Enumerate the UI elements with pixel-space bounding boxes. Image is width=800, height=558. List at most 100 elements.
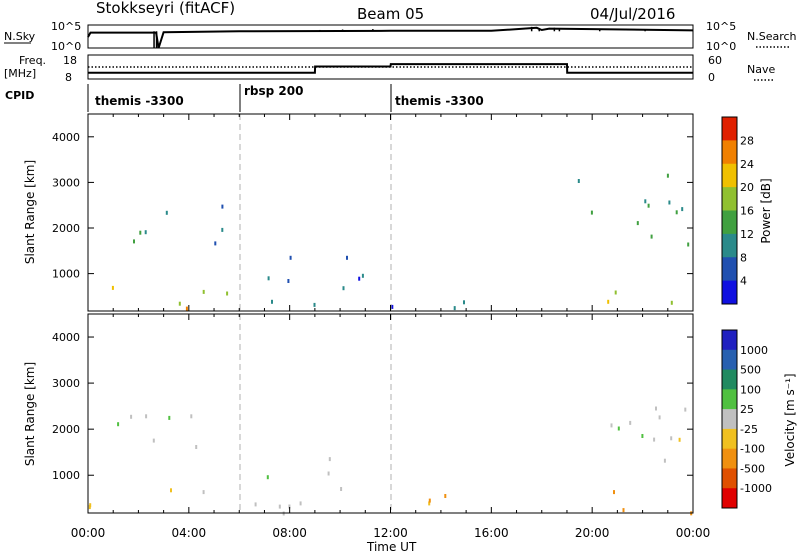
heatmap-cell (590, 210, 593, 215)
colorbar-swatch (722, 330, 737, 351)
heatmap-cell (463, 300, 465, 305)
velocity-colorbar-label: -25 (740, 423, 758, 436)
power-y-ticks: 1000 2000 3000 4000 (52, 131, 693, 281)
colorbar-swatch (722, 187, 737, 211)
heatmap-cell (647, 203, 650, 208)
velocity-colorbar-label: -1000 (740, 482, 772, 495)
heatmap-cell (226, 291, 229, 296)
heatmap-cell (288, 504, 291, 509)
heatmap-cell (117, 422, 120, 427)
heatmap-cell (666, 173, 669, 178)
heatmap-cell (111, 285, 114, 290)
power-y-axis-label: Slant Range [km] (23, 160, 37, 264)
heatmap-cell (629, 420, 632, 425)
heatmap-cell (88, 505, 91, 510)
x-tick-label: 00:00 (676, 526, 711, 540)
heatmap-cell (299, 501, 302, 506)
heatmap-cell (650, 234, 653, 239)
heatmap-cell (195, 445, 198, 449)
cpid-segment-1: themis -3300 (95, 94, 184, 108)
cpid-row: CPID themis -3300 rbsp 200 themis -3300 (5, 84, 484, 112)
heatmap-cell (328, 457, 331, 462)
heatmap-cell (613, 490, 615, 495)
nave-label: Nave (747, 63, 775, 76)
y-tick-label: 4000 (52, 131, 80, 144)
colorbar-swatch (722, 163, 737, 188)
y-tick-label: 3000 (52, 377, 80, 390)
colorbar-swatch (722, 349, 737, 371)
heatmap-cell (655, 406, 657, 411)
colorbar-swatch (722, 468, 737, 489)
colorbar-swatch (722, 448, 737, 469)
velocity-colorbar-label: 100 (740, 383, 761, 396)
y-tick-label: 2000 (52, 222, 80, 235)
sky-panel: N.Sky 10^5 10^0 10^5 10^0 N.Search (4, 20, 797, 53)
heatmap-cell (617, 426, 620, 431)
heatmap-cell (340, 487, 343, 491)
nsky-tick-bottom: 10^0 (51, 40, 81, 53)
velocity-colorbar-label: 1000 (740, 344, 768, 357)
x-tick-label: 08:00 (272, 526, 307, 540)
heatmap-cell (221, 204, 224, 209)
nsearch-tick-top: 10^5 (706, 20, 736, 33)
heatmap-cell (254, 502, 257, 507)
nsky-line (87, 26, 694, 49)
y-tick-label: 2000 (52, 423, 80, 436)
power-colorbar: 28 24 20 16 12 8 4 Power [dB] (721, 116, 773, 305)
velocity-colorbar-label: -500 (740, 462, 765, 475)
x-tick-label: 12:00 (373, 526, 408, 540)
freq-tick-top: 18 (63, 54, 77, 67)
heatmap-cell (214, 241, 217, 246)
heatmap-cell (130, 414, 133, 419)
heatmap-cell (271, 299, 273, 304)
heatmap-cell (675, 210, 678, 215)
nsky-label: N.Sky (4, 30, 36, 43)
heatmap-cell (391, 304, 394, 309)
heatmap-cell (614, 290, 617, 295)
date-label: 04/Jul/2016 (590, 5, 675, 23)
nave-tick-top: 60 (708, 54, 722, 67)
heatmap-cell (342, 286, 345, 291)
velocity-colorbar-label: -100 (740, 443, 765, 456)
heatmap-cell (165, 210, 168, 215)
heatmap-cell (221, 227, 224, 232)
velocity-colorbar-title: Velocity [m s⁻¹] (783, 373, 797, 466)
heatmap-cell (266, 475, 269, 480)
x-tick-label: 04:00 (172, 526, 207, 540)
colorbar-swatch (722, 210, 737, 235)
heatmap-cell (684, 407, 687, 412)
velocity-colorbar-label: 500 (740, 364, 761, 377)
heatmap-cell (577, 179, 580, 183)
y-tick-label: 4000 (52, 331, 80, 344)
velocity-colorbar-frame (721, 329, 738, 509)
colorbar-swatch (722, 389, 737, 410)
velocity-panel-frame (87, 313, 694, 514)
heatmap-cell (428, 501, 431, 506)
heatmap-cell (287, 279, 290, 283)
power-colorbar-labels: 28 24 20 16 12 8 4 (740, 134, 754, 287)
heatmap-cell (178, 301, 181, 306)
power-colorbar-frame (721, 116, 738, 305)
heatmap-cell (170, 488, 172, 493)
heatmap-cell (607, 299, 610, 304)
colorbar-swatch (722, 257, 737, 282)
heatmap-cell (278, 504, 281, 509)
heatmap-cell (267, 276, 270, 281)
power-heatmap (111, 173, 690, 311)
freq-unit-label: [MHz] (4, 67, 36, 80)
colorbar-swatch (722, 140, 737, 165)
velocity-colorbar-labels: 1000 500 100 25 -25 -100 -500 -1000 (740, 344, 772, 495)
nave-tick-bottom: 0 (708, 71, 715, 84)
y-tick-label: 1000 (52, 268, 80, 281)
power-colorbar-swatches (722, 117, 737, 305)
heatmap-cell (190, 414, 193, 419)
freq-line (88, 63, 693, 74)
heatmap-cell (428, 498, 431, 503)
beam-label: Beam 05 (357, 5, 424, 23)
heatmap-cell (663, 458, 666, 463)
colorbar-swatch (722, 280, 737, 305)
heatmap-cell (636, 221, 639, 226)
heatmap-cell (346, 255, 348, 260)
y-tick-label: 3000 (52, 176, 80, 189)
